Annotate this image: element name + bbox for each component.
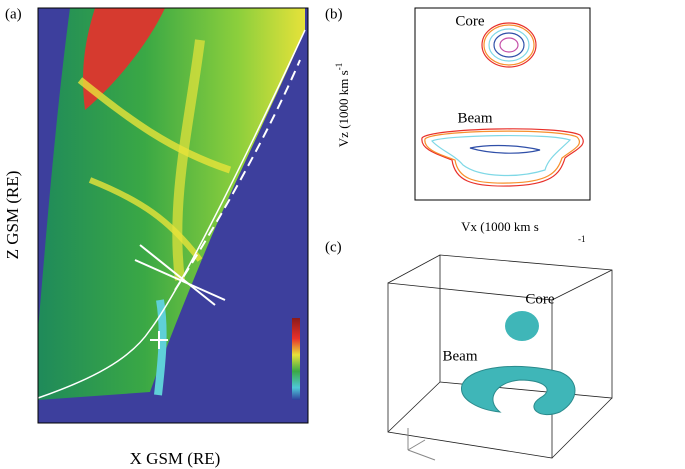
sheath-region <box>38 8 305 400</box>
beam-surface <box>461 365 576 416</box>
x-axis-label: Vx (1000 km s <box>461 219 539 234</box>
annotation: Beam <box>458 110 493 126</box>
plot-frame <box>414 7 591 201</box>
annotation: Beam <box>443 348 478 364</box>
annotation: Core <box>455 13 485 29</box>
x-axis-label: X GSM (RE) <box>130 449 221 468</box>
panel-label: (b) <box>325 6 343 22</box>
cube <box>387 254 613 459</box>
beam-contours <box>421 128 584 187</box>
stripe <box>172 39 205 281</box>
panel-label: (c) <box>325 239 342 255</box>
panel-c: (c) Core Beam <box>325 239 613 461</box>
panel-b: (b) Core Beam Vz (1000 km s-1 Vx (1000 k… <box>325 6 591 244</box>
y-axis-label: Vz (1000 km s-1 <box>334 63 351 147</box>
stripe <box>77 77 232 174</box>
plot-frame <box>37 7 309 424</box>
core-surface <box>505 311 539 341</box>
y-axis-label: Z GSM (RE) <box>3 171 22 260</box>
normal-line <box>134 259 226 301</box>
x-axis-label-sup: -1 <box>578 234 586 244</box>
dashed-boundary <box>174 59 301 291</box>
boundary <box>37 29 306 399</box>
normal-line <box>139 244 216 306</box>
beam-tail <box>154 299 167 396</box>
annotation: Core <box>525 291 555 307</box>
panel-label: (a) <box>5 6 22 22</box>
hot-region <box>83 8 165 110</box>
colorbar <box>292 318 300 400</box>
core-contours <box>481 22 537 68</box>
axis-triad <box>407 428 436 461</box>
stripe <box>88 177 203 262</box>
panel-a: (a) Z GSM (RE) X GSM (RE) <box>3 6 309 468</box>
